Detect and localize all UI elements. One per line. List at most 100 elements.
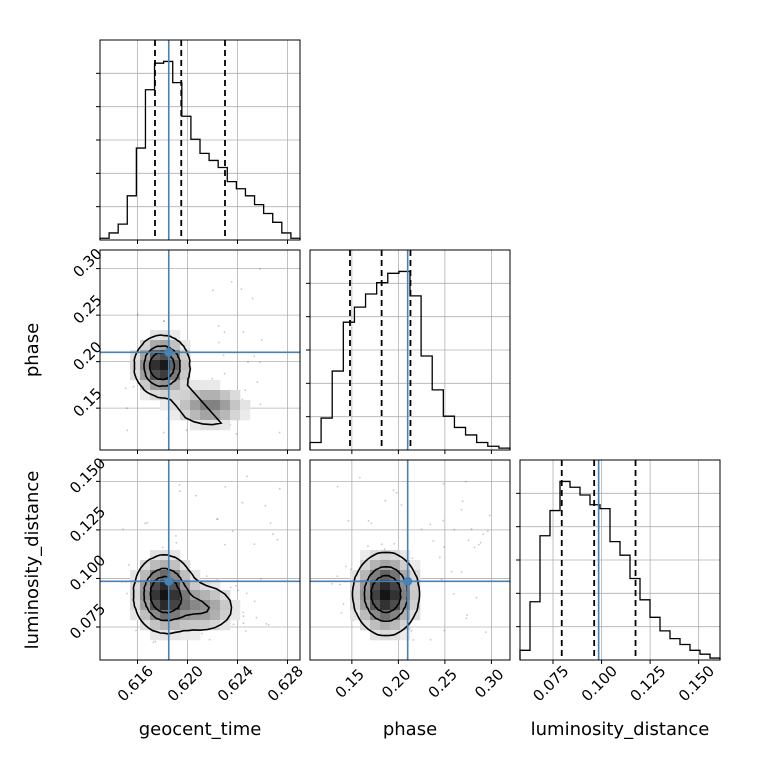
density-cell	[150, 570, 161, 581]
panel-frame	[309, 459, 511, 661]
density-cell	[190, 410, 201, 421]
sample-point	[232, 623, 235, 626]
sample-point	[383, 548, 386, 550]
density-cell	[410, 580, 421, 591]
density-cell	[350, 590, 361, 601]
density-cell	[410, 560, 421, 571]
density-cell	[160, 580, 171, 591]
density-cell	[160, 610, 171, 621]
sample-point	[429, 638, 432, 641]
density-cell	[390, 600, 401, 611]
density-cell	[360, 570, 371, 581]
contour-line-1	[143, 567, 211, 622]
sample-point	[347, 519, 350, 522]
density-cell	[360, 550, 371, 561]
sample-point	[340, 612, 343, 614]
sample-point	[205, 575, 208, 577]
sample-point	[253, 600, 256, 603]
density-cell	[180, 630, 191, 641]
density-cell	[230, 410, 241, 421]
density-cell	[350, 600, 361, 611]
sample-point	[242, 622, 245, 625]
sample-point	[242, 331, 245, 333]
density-cell	[210, 380, 221, 391]
y-axis-label-phase: phase	[22, 323, 43, 377]
density-cell	[150, 550, 161, 561]
density-cell	[190, 590, 201, 601]
density-cell	[200, 380, 211, 391]
sample-point	[465, 617, 468, 620]
density-cell	[350, 570, 361, 581]
density-cell	[400, 620, 411, 631]
density-cell	[220, 390, 231, 401]
density-cell	[160, 620, 171, 631]
density-cell	[370, 590, 381, 601]
density-cell	[390, 570, 401, 581]
density-cell	[200, 610, 211, 621]
sample-point	[255, 616, 258, 619]
density-cell	[200, 600, 211, 611]
sample-point	[195, 494, 197, 497]
density-cell	[210, 590, 221, 601]
density-cell	[350, 610, 361, 621]
sample-point	[479, 541, 482, 544]
density-cell	[380, 580, 391, 591]
sample-point	[278, 431, 281, 434]
density-cell	[370, 570, 381, 581]
density-cell	[400, 580, 411, 591]
sample-point	[216, 518, 218, 521]
sample-point	[269, 522, 272, 524]
density-cell	[220, 420, 231, 431]
sample-point	[245, 592, 248, 595]
density-cell	[370, 560, 381, 571]
sample-point	[242, 611, 245, 614]
density-cell	[210, 420, 221, 431]
contour-line-0	[351, 551, 421, 637]
contour-line-0	[132, 553, 233, 635]
density-cell	[150, 590, 161, 601]
density-cell	[150, 580, 161, 591]
contour-line-1	[143, 345, 181, 388]
density-cell	[170, 580, 181, 591]
density-cell	[400, 550, 411, 561]
sample-point	[241, 501, 244, 504]
sample-point	[482, 533, 485, 535]
density-cell	[170, 390, 181, 401]
sample-point	[342, 603, 345, 605]
density-cell	[180, 410, 191, 421]
sample-point	[223, 372, 226, 375]
density-cell	[380, 550, 391, 561]
sample-point	[259, 403, 262, 406]
sample-point	[467, 539, 470, 542]
sample-point	[217, 341, 220, 344]
sample-point	[453, 593, 455, 595]
sample-point	[442, 482, 445, 485]
density-cell	[200, 390, 211, 401]
sample-point	[261, 339, 263, 341]
density-cell	[380, 600, 391, 611]
scatter-panel-phase-luminosity_distance	[309, 459, 511, 664]
density-cell	[180, 590, 191, 601]
sample-point	[127, 564, 130, 566]
density-cell	[400, 560, 411, 571]
sample-point	[178, 484, 181, 486]
panel-content	[100, 250, 300, 450]
density-cell	[360, 560, 371, 571]
hist-step-geocent_time	[99, 60, 301, 240]
density-cell	[180, 570, 191, 581]
sample-point	[276, 538, 279, 541]
density-cell	[370, 580, 381, 591]
density-cell	[150, 340, 161, 351]
density-cell	[390, 550, 401, 561]
sample-point	[484, 631, 487, 633]
density-cell	[170, 590, 181, 601]
density-cell	[350, 580, 361, 591]
density-cell	[220, 410, 231, 421]
sample-point	[122, 528, 124, 531]
density-cell	[170, 630, 181, 641]
sample-point	[400, 504, 403, 506]
density-cell	[140, 590, 151, 601]
sample-point	[272, 533, 274, 536]
density-cell	[180, 390, 191, 401]
sample-point	[201, 632, 203, 635]
